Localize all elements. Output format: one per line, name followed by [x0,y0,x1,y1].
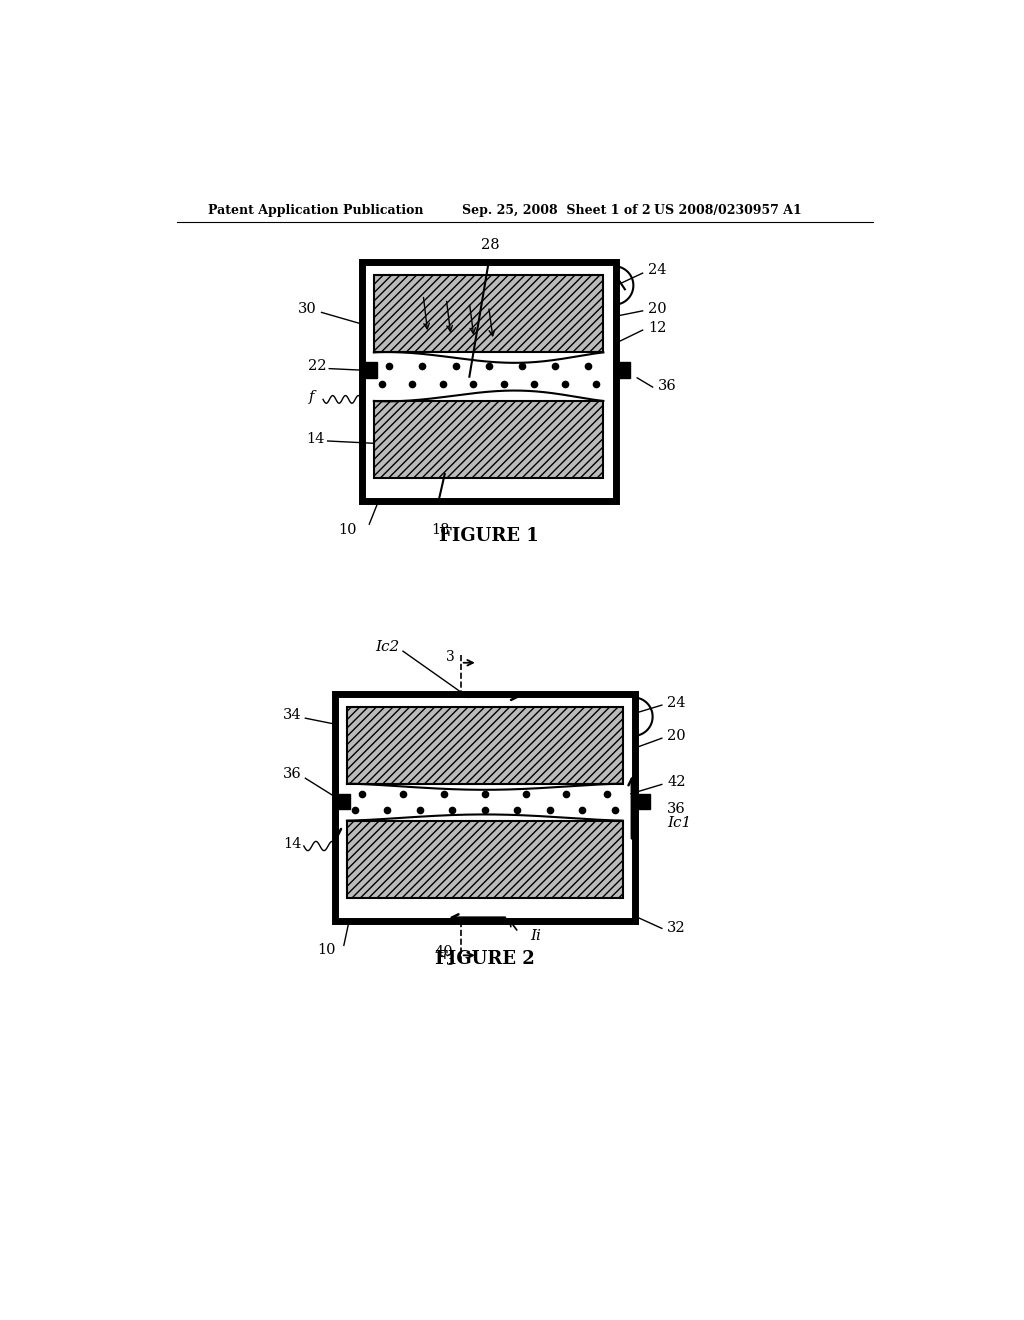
Bar [361,363,377,378]
Text: 20: 20 [668,729,686,743]
Text: 14: 14 [283,837,301,850]
Text: Sep. 25, 2008  Sheet 1 of 2: Sep. 25, 2008 Sheet 1 of 2 [462,205,650,218]
Bar [614,363,630,378]
Bar [374,401,603,478]
Text: US 2008/0230957 A1: US 2008/0230957 A1 [654,205,802,218]
Text: 10: 10 [339,523,357,537]
Text: 12: 12 [648,321,667,335]
Text: Ic1: Ic1 [668,816,691,830]
Text: Ic2: Ic2 [376,640,399,655]
Bar [347,821,623,898]
Text: Patent Application Publication: Patent Application Publication [208,205,423,218]
Text: 18: 18 [431,523,450,537]
Bar [361,263,615,502]
Text: 24: 24 [668,696,686,710]
Text: 34: 34 [283,708,302,722]
Text: 32: 32 [668,921,686,936]
Text: Ii: Ii [530,929,541,942]
Text: 42: 42 [668,775,686,789]
Text: 20: 20 [648,301,667,315]
Bar [374,276,603,352]
Text: 3: 3 [445,954,455,968]
Text: FIGURE 1: FIGURE 1 [438,527,539,545]
Text: 22: 22 [307,359,327,374]
Text: 24: 24 [648,263,667,277]
Text: 28: 28 [481,239,500,252]
Text: 40: 40 [434,945,453,958]
Bar [335,693,635,921]
Text: f: f [309,391,314,404]
Text: FIGURE 2: FIGURE 2 [435,950,535,968]
Text: 36: 36 [668,803,686,816]
Bar [335,793,350,809]
Text: 14: 14 [306,433,325,446]
Text: 30: 30 [298,301,317,315]
Text: 36: 36 [283,767,302,781]
Text: 10: 10 [317,942,336,957]
Bar [347,706,623,784]
Bar [635,793,650,809]
Text: 36: 36 [658,379,677,392]
Text: 3: 3 [445,651,455,664]
